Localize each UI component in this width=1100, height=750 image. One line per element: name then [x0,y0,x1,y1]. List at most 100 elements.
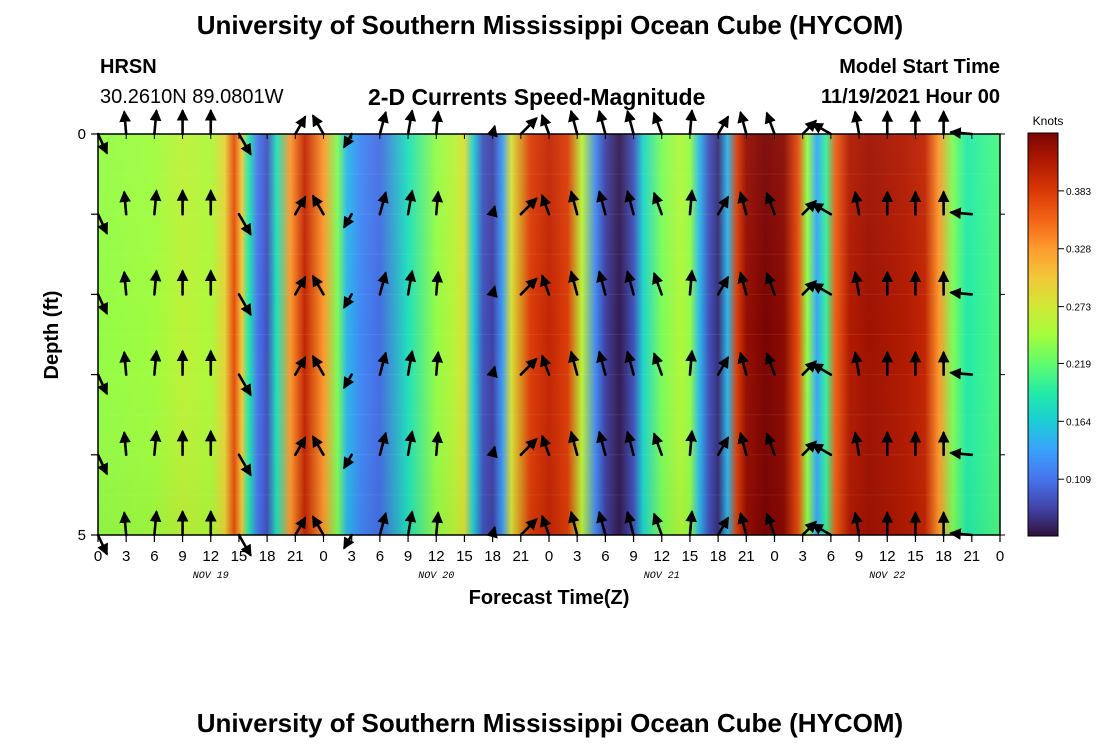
current-vector-arrow [486,365,498,379]
current-vector-arrow [519,197,538,216]
current-vector-arrow [149,349,162,376]
current-vector-arrow [716,436,730,457]
current-vector-arrow [764,271,776,296]
x-tick-label: 21 [963,548,980,565]
date-label: NOV 20 [418,571,454,582]
x-tick-label: 3 [122,548,130,565]
current-vector-arrow [343,533,355,550]
x-tick-label: 18 [710,548,727,565]
current-vector-arrow [404,429,417,457]
current-vector-arrow [96,453,108,476]
current-vector-arrow [949,207,974,220]
model-start-label: Model Start Time [839,56,1000,78]
current-vector-arrow [851,190,863,216]
current-vector-arrow [519,277,538,296]
current-vector-arrow [685,429,697,457]
current-vector-arrow [764,512,776,537]
current-vector-arrow [294,195,307,216]
current-vector-arrow [519,437,538,457]
x-tick-label: 12 [202,548,219,565]
current-vector-arrow [96,212,108,235]
current-vector-arrow [294,115,307,136]
current-vector-arrow [119,190,131,216]
x-tick-label: 12 [428,548,445,565]
current-vector-arrow [737,110,749,136]
current-vector-arrow [685,189,697,216]
current-vector-arrow [294,275,307,296]
current-vector-arrow [404,189,417,216]
current-vectors [96,108,974,557]
x-tick-label: 9 [178,548,186,565]
current-vector-arrow [596,270,608,296]
current-vector-arrow [96,293,108,316]
current-vector-arrow [377,431,389,457]
x-tick-label: 15 [231,548,248,565]
current-vector-arrow [377,271,389,296]
current-vector-arrow [519,518,538,537]
current-vector-arrow [540,274,552,296]
current-vector-arrow [540,113,552,136]
x-tick-label: 6 [601,548,609,565]
current-vector-arrow [149,429,162,457]
current-vector-arrow [237,132,252,156]
current-vector-arrow [624,270,636,296]
x-axis-label: Forecast Time(Z) [469,587,630,609]
current-vector-arrow [596,510,608,537]
current-vector-arrow [596,350,608,376]
colorbar-tick-label: 0.109 [1066,475,1091,486]
current-vector-arrow [624,109,636,136]
current-vector-arrow [377,191,389,216]
x-tick-label: 18 [259,548,276,565]
current-vector-arrow [624,430,636,457]
x-tick-label: 0 [319,548,327,565]
current-vector-arrow [851,431,863,457]
current-vector-arrow [652,352,664,376]
current-vector-arrow [311,194,325,216]
colorbar-ticks: 0.383 0.328 0.273 0.219 0.164 0.109 [1058,187,1091,486]
current-vector-arrow [149,509,162,537]
current-vector-arrow [431,190,444,216]
x-tick-label: 15 [907,548,924,565]
current-vector-arrow [431,511,444,537]
current-vector-arrow [568,270,580,296]
current-vector-arrow [486,285,498,298]
x-tick-label: 3 [573,548,581,565]
date-label: NOV 19 [193,571,229,582]
x-tick-label: 21 [512,548,529,565]
current-vector-arrow [652,111,664,136]
current-vector-arrow [343,212,355,229]
current-vector-arrow [624,189,636,216]
current-vector-arrow [294,516,307,537]
x-tick-label: 9 [404,548,412,565]
current-vector-arrow [624,350,636,376]
current-vector-arrow [237,453,252,477]
current-vector-arrow [486,124,498,138]
current-vector-arrow [404,269,417,296]
x-tick-label: 15 [456,548,473,565]
current-vector-arrow [311,515,325,537]
current-vector-arrow [652,271,664,296]
current-vector-arrow [149,189,162,216]
colorbar-tick-label: 0.273 [1066,303,1091,314]
current-vector-arrow [343,132,355,149]
colorbar [1027,132,1059,537]
current-vector-arrow [404,109,417,136]
x-tick-label: 0 [545,548,553,565]
x-axis: 0 3 6 9 12 15 18 21 0 3 6 9 12 15 18 21 0 3 6 9 12 15 18 21 0 3 6 9… [94,134,1004,582]
current-vector-arrow [596,109,608,136]
current-vector-arrow [851,110,863,136]
current-vector-arrow [486,204,498,218]
current-vector-arrow [851,270,863,296]
current-vector-arrow [764,432,776,457]
x-tick-label: 9 [629,548,637,565]
current-vector-arrow [737,511,749,537]
x-tick-label: 3 [348,548,356,565]
x-tick-label: 12 [653,548,670,565]
current-vector-arrow [119,270,131,296]
y-tick-label: 0 [78,126,86,143]
current-vector-arrow [811,202,833,216]
current-vector-arrow [737,191,749,216]
current-vector-arrow [119,511,131,537]
current-vector-arrow [949,287,974,300]
current-vector-arrow [624,510,636,537]
